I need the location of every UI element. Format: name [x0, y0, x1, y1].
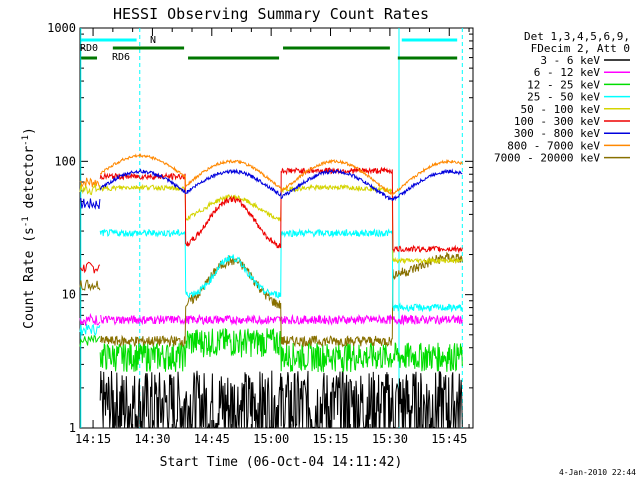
x-tick-label: 14:15: [75, 432, 111, 446]
annotation-rd6: RD6: [112, 52, 130, 63]
legend-header-line-1: Det 1,3,4,5,6,9,: [524, 30, 630, 43]
series-red-pre: [79, 261, 101, 274]
series-magenta-pre: [79, 312, 101, 326]
series-green-line: [99, 328, 463, 373]
x-tick-label: 14:45: [194, 432, 230, 446]
x-tick-label: 14:30: [134, 432, 170, 446]
x-tick-label: 15:45: [431, 432, 467, 446]
legend-entry-label: 800 - 7000 keV: [507, 139, 600, 152]
chart-title: HESSI Observing Summary Count Rates: [113, 5, 429, 23]
series-orange-pre: [79, 177, 101, 189]
x-tick-label: 15:30: [372, 432, 408, 446]
annotation-rd0: RD0: [80, 43, 98, 54]
series-black-line: [99, 370, 463, 429]
series-olive-pre: [79, 279, 101, 292]
legend-entry-label: 50 - 100 keV: [521, 103, 601, 116]
legend-entry-label: 12 - 25 keV: [527, 78, 600, 91]
series-orange-line: [100, 152, 463, 197]
x-tick-label: 15:00: [253, 432, 289, 446]
y-tick-label: 1: [69, 421, 76, 435]
legend-header-line-2: FDecim 2, Att 0: [531, 42, 630, 55]
y-tick-label: 100: [54, 154, 76, 168]
series-blue-line: [99, 168, 463, 202]
legend: Det 1,3,4,5,6,9, FDecim 2, Att 0 3 - 6 k…: [494, 30, 630, 165]
legend-entry-label: 25 - 50 keV: [527, 91, 600, 104]
x-axis-label: Start Time (06-Oct-04 14:11:42): [160, 455, 403, 470]
series-green-pre: [79, 334, 101, 347]
footer-date: 4-Jan-2010 22:44: [559, 468, 636, 477]
legend-entry-label: 300 - 800 keV: [514, 127, 600, 140]
legend-entry-label: 7000 - 20000 keV: [494, 152, 600, 165]
y-tick-label: 1000: [47, 21, 76, 35]
x-tick-label: 15:15: [312, 432, 348, 446]
plot-area: 1 10 100 1000 14:15 14:30 14:45 15:00 15:15 15:30…: [47, 21, 474, 446]
y-axis-label: Count Rate (s-1 detector-1): [21, 127, 37, 329]
legend-entry-label: 3 - 6 keV: [540, 54, 600, 67]
series-olive-line: [99, 251, 463, 348]
series-cyanS-line: [99, 228, 463, 313]
series-yellow-pre: [79, 183, 101, 196]
plot-frame: [79, 27, 474, 429]
legend-entry-label: 6 - 12 keV: [534, 66, 601, 79]
series-red-line: [99, 166, 463, 254]
y-tick-label: 10: [62, 288, 76, 302]
legend-entry-label: 100 - 300 keV: [514, 115, 600, 128]
annotation-n: N: [150, 35, 156, 46]
series-cyanS-pre: [79, 323, 101, 337]
series-blue-pre: [79, 197, 101, 210]
